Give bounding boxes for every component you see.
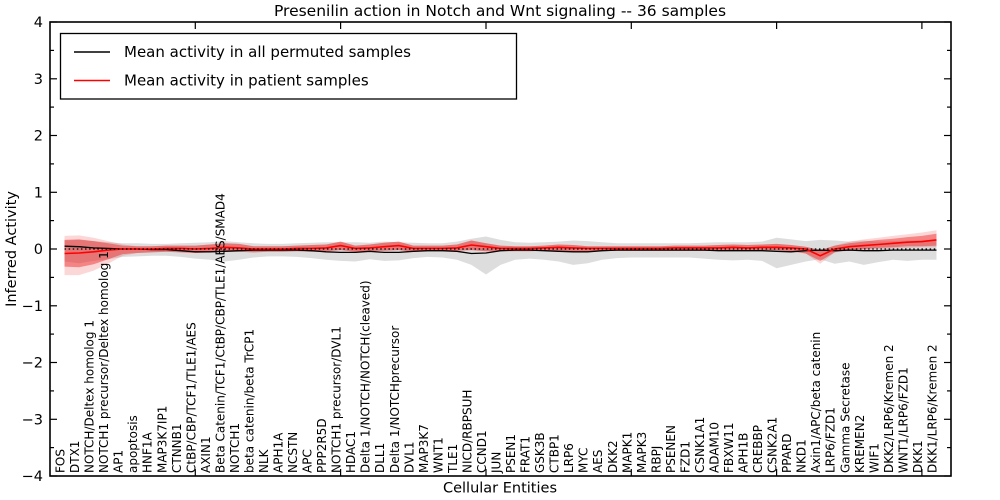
x-tick-label: APH1A: [272, 432, 286, 473]
y-tick-label: 0: [34, 242, 43, 258]
x-tick-label: GSK3B: [533, 432, 547, 473]
x-tick-label: Axin1/APC/beta catenin: [809, 332, 823, 473]
x-tick-label: PPP2R5D: [315, 418, 329, 473]
x-tick-label: RBPJ: [649, 446, 663, 473]
x-tick-label: AES: [591, 450, 605, 473]
legend-label-permuted: Mean activity in all permuted samples: [124, 43, 411, 61]
x-tick-label: AP1: [112, 450, 126, 473]
x-tick-label: FBXW11: [722, 423, 736, 474]
x-tick-label: NKD1: [795, 439, 809, 473]
x-tick-label: Delta 1/NOTCH/NOTCH(cleaved): [359, 280, 373, 473]
permuted-mean-line: [64, 245, 937, 255]
x-tick-label: NOTCH1: [228, 423, 242, 473]
chart-title: Presenilin action in Notch and Wnt signa…: [274, 2, 726, 20]
x-tick-label: PPARD: [780, 434, 794, 474]
y-tick-labels-layer: 4 3 2 1 0 −1 −2 −3 −4: [22, 15, 43, 485]
x-tick-label: LRP6: [562, 443, 576, 473]
y-axis-label: Inferred Activity: [4, 191, 20, 307]
x-tick-label: PSEN1: [504, 434, 518, 473]
x-tick-label: beta catenin/beta TrCP1: [243, 329, 257, 473]
x-tick-label: FZD1: [678, 441, 692, 473]
x-tick-label: DKK1: [911, 440, 925, 473]
legend-label-patient: Mean activity in patient samples: [124, 72, 369, 90]
x-tick-label: MAPK1: [620, 432, 634, 473]
x-axis-label: Cellular Entities: [443, 481, 557, 497]
x-tick-label: MYC: [577, 448, 591, 473]
x-tick-label: WIF1: [867, 443, 881, 473]
x-tick-label: DKK1/LRP6/Kremen 2: [926, 344, 940, 473]
x-tick-label: HDAC1: [344, 431, 358, 473]
x-tick-label: Delta 1/NOTCHprecursor: [388, 326, 402, 473]
x-tick-label: CtBP/CBP/TCF1/TLE1/AES: [184, 322, 198, 473]
x-tick-label: CTBP1: [548, 434, 562, 473]
y-tick-label: −1: [22, 299, 43, 315]
x-tick-label: NICD/RBPSUH: [460, 390, 474, 473]
y-tick-label: 2: [34, 129, 43, 145]
y-tick-label: 1: [34, 185, 43, 201]
x-tick-label: NOTCH/Deltex homolog 1: [83, 320, 97, 473]
x-tick-label: WNT1/LRP6/FZD1: [896, 367, 910, 473]
x-tick-label: FOS: [54, 449, 68, 473]
x-tick-label: CSNK2A1: [766, 417, 780, 473]
x-tick-label: NLK: [257, 448, 271, 473]
x-tick-label: CSNK1A1: [693, 417, 707, 473]
x-tick-label: NOTCH1 precursor/Deltex homolog 1: [97, 251, 111, 473]
x-tick-label: DTX1: [68, 441, 82, 473]
x-tick-labels-layer: FOS DTX1 NOTCH/Deltex homolog 1 NOTCH1 prec…: [54, 193, 940, 474]
x-tick-label: MAP3K7IP1: [155, 406, 169, 473]
x-tick-label: JUN: [490, 452, 504, 474]
x-tick-label: Beta Catenin/TCF1/CtBP/CBP/TLE1/AES/SMAD…: [213, 193, 227, 473]
x-tick-label: Gamma Secretase: [838, 362, 852, 473]
x-tick-label: MAP3K7: [417, 424, 431, 473]
x-tick-label: WNT1: [431, 437, 445, 473]
y-tick-label: −4: [22, 469, 43, 485]
x-tick-label: NCSTN: [286, 432, 300, 473]
band-layer: [64, 230, 937, 276]
y-tick-label: −2: [22, 356, 43, 372]
x-tick-label: AXIN1: [199, 436, 213, 473]
y-tick-label: 4: [34, 15, 43, 31]
x-tick-label: CREBBP: [751, 425, 765, 473]
x-tick-label: CTNNB1: [170, 423, 184, 473]
plot-border: [49, 21, 952, 477]
x-tick-label: TLE1: [446, 444, 460, 474]
x-tick-label: HNF1A: [141, 431, 155, 473]
x-tick-label: DKK2/LRP6/Kremen 2: [882, 344, 896, 473]
x-tick-label: DKK2: [606, 440, 620, 473]
x-tick-label: CCND1: [475, 430, 489, 473]
x-tick-label: FRAT1: [519, 436, 533, 473]
x-tick-label: PSENEN: [664, 425, 678, 473]
ticks-layer: [50, 21, 951, 477]
x-tick-label: NOTCH1 precursor/DVL1: [330, 326, 344, 473]
y-tick-label: −3: [22, 412, 43, 428]
x-tick-label: LRP6/FZD1: [824, 407, 838, 473]
x-tick-label: DVL1: [402, 441, 416, 473]
x-tick-label: DLL1: [373, 443, 387, 473]
legend-box: [59, 32, 518, 100]
x-tick-label: KREMEN2: [853, 415, 867, 473]
x-tick-label: APC: [301, 449, 315, 473]
y-tick-label: 3: [34, 72, 43, 88]
permuted-std-band: [64, 236, 937, 275]
x-tick-label: APH1B: [737, 433, 751, 473]
x-tick-label: ADAM10: [708, 422, 722, 473]
x-tick-label: apoptosis: [126, 415, 140, 473]
x-tick-label: MAPK3: [635, 432, 649, 473]
legend: Mean activity in all permuted samples Me…: [59, 32, 518, 100]
